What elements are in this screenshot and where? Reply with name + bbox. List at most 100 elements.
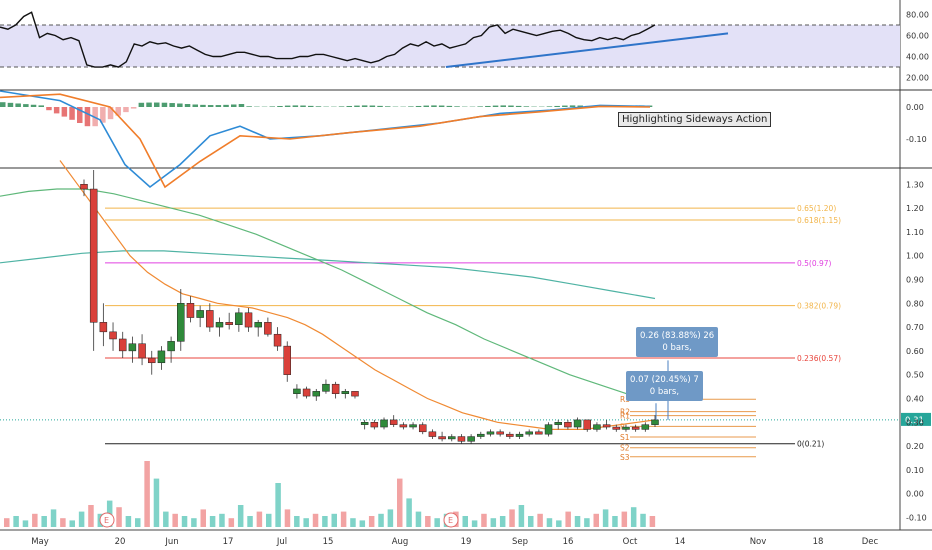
macd-histogram-bar (146, 102, 152, 107)
candle-body (196, 310, 204, 318)
macd-histogram-bar (346, 105, 352, 107)
volume-bar (584, 518, 590, 527)
volume-bar (284, 509, 291, 527)
chart-annotation[interactable]: Highlighting Sideways Action (618, 112, 772, 127)
time-axis-label: 18 (813, 537, 824, 547)
volume-bar (219, 513, 225, 527)
volume-bar (528, 516, 534, 527)
volume-bar (266, 513, 272, 527)
macd-histogram-bar (385, 106, 391, 107)
pivot-label: R1 (620, 412, 630, 421)
candle-body (564, 422, 572, 428)
volume-bar (41, 516, 47, 527)
pivot-label: S2 (620, 444, 630, 453)
time-axis-label: 20 (115, 537, 126, 547)
rsi-tick-label: 40.00 (906, 53, 929, 62)
volume-bar (621, 511, 628, 527)
volume-bar (69, 520, 75, 527)
time-axis-label: 17 (223, 537, 234, 547)
volume-bar (602, 509, 609, 527)
candle-body (418, 424, 427, 433)
volume-bar (481, 513, 487, 527)
candle-body (177, 303, 185, 342)
rsi-pane (0, 11, 900, 69)
candle-body (351, 391, 359, 397)
macd-histogram-bar (7, 102, 14, 107)
volume-bar (4, 518, 10, 527)
candle-body (409, 424, 417, 428)
candle-body (486, 431, 495, 435)
time-axis-label: Nov (750, 537, 767, 547)
macd-histogram-bar (115, 107, 121, 116)
price-pane[interactable]: 0.65(1.20) 0.618(1.15) 0.5(0.97) 0.382(0.79… (0, 160, 931, 462)
candle-body (641, 424, 650, 430)
macd-histogram-bar (377, 105, 383, 107)
candle-body (225, 322, 233, 325)
macd-pane (0, 90, 653, 189)
measure-box-2-line1: 0.07 (20.45%) 7 (630, 375, 699, 385)
price-tick-label: 0.10 (906, 466, 924, 475)
macd-histogram-bar (130, 107, 137, 109)
volume-bar (649, 516, 656, 527)
candle-body (273, 333, 282, 347)
macd-histogram-bar (354, 105, 360, 107)
volume-bar (163, 511, 169, 527)
macd-histogram-bar (292, 105, 299, 107)
macd-histogram-bar (161, 102, 168, 107)
candle-body (457, 436, 466, 442)
price-tick-label: 0.30 (906, 418, 924, 427)
time-axis-label: Oct (623, 537, 638, 547)
macd-histogram-bar (169, 103, 175, 107)
fib-level-label: 0.382(0.79) (797, 302, 841, 311)
volume-bar (368, 516, 375, 527)
macd-histogram-bar (184, 104, 191, 107)
earnings-marker-icon (443, 512, 459, 528)
macd-histogram-bar (485, 105, 491, 107)
macd-histogram-bar (508, 105, 514, 107)
volume-bar (200, 509, 206, 527)
volume-bar (78, 511, 85, 527)
candle-body (254, 322, 262, 328)
volume-bar (209, 516, 216, 527)
volume-bar (518, 505, 525, 527)
pivot-label: S3 (620, 453, 630, 462)
candle-body (312, 391, 321, 397)
macd-histogram-bar (215, 105, 222, 107)
volume-bar (397, 478, 403, 527)
candle-body (235, 312, 243, 325)
price-tick-label: 0.00 (906, 490, 924, 499)
macd-histogram-bar (223, 104, 229, 107)
volume-bar (331, 513, 337, 527)
volume-bar (144, 461, 150, 527)
candle-body (602, 424, 611, 428)
rsi-band (0, 24, 900, 68)
rsi-tick-label: 60.00 (906, 31, 929, 40)
volume-bar (509, 509, 515, 527)
candle-body (331, 383, 340, 394)
macd-histogram-bar (0, 102, 6, 107)
volume-bar (116, 507, 122, 527)
pivot-label: S1 (620, 433, 630, 442)
volume-bar (88, 505, 94, 527)
last-price-tag (901, 412, 931, 426)
candle-body (544, 424, 553, 435)
volume-bar (22, 520, 29, 527)
volume-bar (275, 483, 281, 527)
volume-bar (125, 516, 132, 527)
price-tick-label: 0.60 (906, 347, 924, 356)
rsi-trendline (445, 32, 729, 69)
measure-box-2[interactable]: 0.07 (20.45%) 7 0 bars, (626, 371, 703, 401)
macd-histogram-bar (238, 104, 245, 107)
measure-box-1[interactable]: 0.26 (83.88%) 26 0 bars, (636, 327, 719, 357)
macd-histogram-bar (361, 105, 368, 107)
candle-body (206, 310, 214, 328)
volume-bar (228, 518, 235, 527)
candle-body (80, 184, 88, 190)
volume-bar (181, 516, 188, 527)
candle-body (428, 431, 437, 437)
macd-histogram-bar (423, 105, 429, 107)
candle-body (293, 388, 301, 394)
